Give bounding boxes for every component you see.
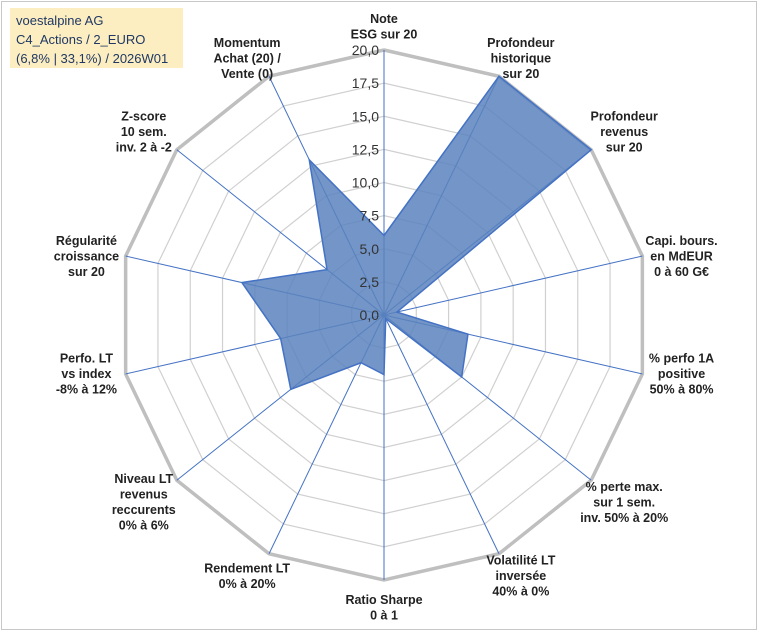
tick-label: 17,5: [352, 75, 379, 91]
axis-label: Volatilité LT inversée 40% à 0%: [486, 554, 555, 599]
title-line-company: voestalpine AG: [16, 13, 104, 28]
axis-label: Ratio Sharpe 0 à 1: [345, 593, 422, 623]
axis-label: Z-score 10 sem. inv. 2 à -2: [116, 110, 172, 155]
title-line-category: C4_Actions / 2_EURO: [16, 32, 146, 47]
title-box: voestalpine AG C4_Actions / 2_EURO (6,8%…: [10, 8, 183, 68]
axis-label: Perfo. LT vs index -8% à 12%: [56, 352, 117, 397]
tick-label: 15,0: [352, 108, 379, 124]
tick-label: 7,5: [360, 208, 380, 224]
axis-spoke: [383, 255, 643, 316]
tick-label: 5,0: [360, 241, 380, 257]
axis-label: % perfo 1A positive 50% à 80%: [649, 352, 714, 397]
axis-label: Profondeur historique sur 20: [487, 36, 554, 81]
tick-label: 2,5: [360, 274, 380, 290]
axis-label: Rendement LT 0% à 20%: [204, 561, 290, 591]
axis-label: Niveau LT revenus reccurents 0% à 6%: [112, 472, 176, 533]
tick-label: 10,0: [352, 175, 379, 191]
data-series-area: [240, 75, 593, 391]
tick-label: 20,0: [352, 42, 379, 58]
axis-label: Profondeur revenus sur 20: [591, 110, 658, 155]
title-line-stats: (6,8% | 33,1%) / 2026W01: [16, 51, 169, 66]
axis-label: Capi. bours. en MdEUR 0 à 60 G€: [645, 234, 717, 279]
axis-label: Momentum Achat (20) / Vente (0): [213, 36, 281, 81]
axis-label: Note ESG sur 20: [351, 12, 418, 42]
tick-label: 12,5: [352, 141, 379, 157]
axis-label: Régularité croissance sur 20: [54, 234, 119, 279]
axis-label: % perte max. sur 1 sem. inv. 50% à 20%: [580, 480, 668, 525]
axis-spoke: [383, 314, 500, 554]
tick-label: 0,0: [360, 307, 380, 323]
